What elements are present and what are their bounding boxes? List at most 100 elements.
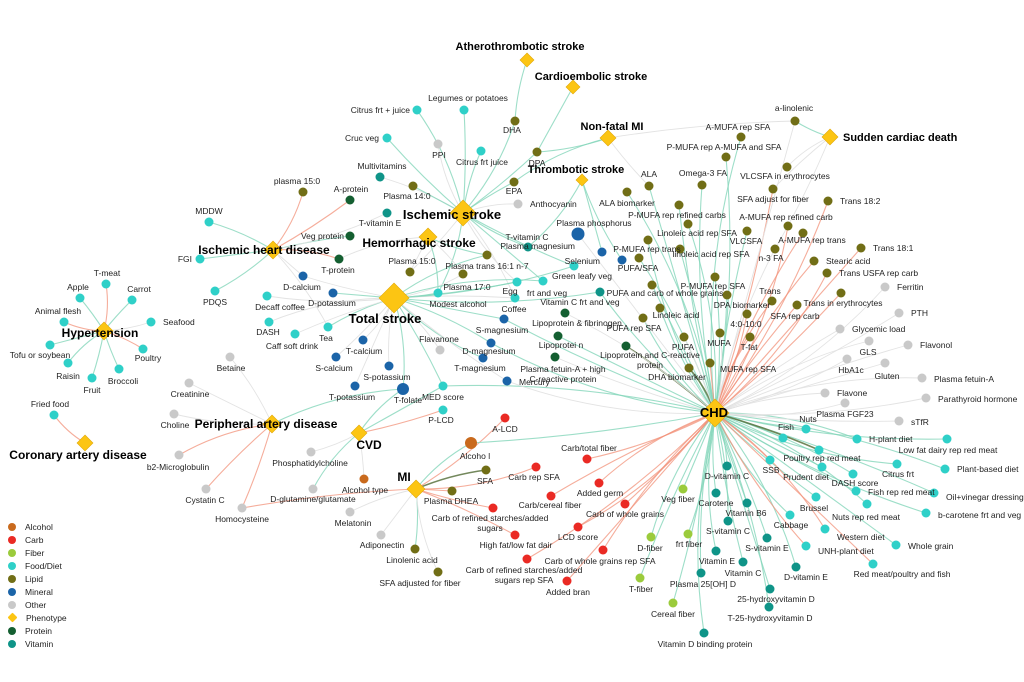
node-gls[interactable] [864, 336, 874, 346]
node-flavonol[interactable] [903, 340, 913, 350]
node-carb-rep-sfa[interactable] [531, 462, 541, 472]
phenotype-atherothrombotic-stroke[interactable] [519, 52, 535, 68]
node-multivitamins[interactable] [375, 172, 385, 182]
node-d-glutamine-glutamate[interactable] [308, 484, 318, 494]
node-t-magnesium[interactable] [478, 353, 488, 363]
node-linolenic-acid[interactable] [410, 544, 420, 554]
node-parathyroid-hormone[interactable] [921, 393, 931, 403]
node-omega-3-fa[interactable] [697, 180, 707, 190]
node-plasma-dhea[interactable] [447, 486, 457, 496]
node-stfr[interactable] [894, 416, 904, 426]
node-a-protein[interactable] [345, 195, 355, 205]
node-n-3-fa[interactable] [770, 244, 780, 254]
node-vitamin-e[interactable] [711, 546, 721, 556]
node-raisin[interactable] [63, 358, 73, 368]
node-tofu-or-soybean[interactable] [45, 340, 55, 350]
node-green-leafy-veg[interactable] [569, 261, 579, 271]
node-unh-plant-diet[interactable] [801, 541, 811, 551]
node-vitamin-c[interactable] [738, 557, 748, 567]
node-ferritin[interactable] [880, 282, 890, 292]
node-carb-of-refined-starches-added-sugars-rep-sfa[interactable] [522, 554, 532, 564]
node-dha-biomarker[interactable] [684, 363, 694, 373]
node-carotene[interactable] [711, 488, 721, 498]
node-citrus-frt-juice[interactable] [412, 105, 422, 115]
node-t-fat[interactable] [745, 332, 755, 342]
node-d-potassium[interactable] [328, 288, 338, 298]
node-lipoprotein-fibrinogen[interactable] [560, 308, 570, 318]
node-t-25-hydroxyvitamin-d[interactable] [764, 602, 774, 612]
node-trans[interactable] [767, 296, 777, 306]
node-ala-biomarker[interactable] [622, 187, 632, 197]
node-caff-soft-drink[interactable] [290, 329, 300, 339]
node-modest-alcohol[interactable] [433, 288, 443, 298]
node-t-vitamin-e[interactable] [382, 208, 392, 218]
node-p-mufa-rep-sfa[interactable] [710, 272, 720, 282]
node-lipoprotei-n[interactable] [553, 331, 563, 341]
node-cabbage[interactable] [785, 510, 795, 520]
node-sfa-adjust-for-fiber[interactable] [768, 184, 778, 194]
node-t-folate[interactable] [397, 383, 409, 395]
node-homocysteine[interactable] [237, 503, 247, 513]
node-carrot[interactable] [127, 295, 137, 305]
node-t-vitamin-c[interactable] [523, 242, 533, 252]
node-carb-total-fiber[interactable] [582, 454, 592, 464]
node-adiponectin[interactable] [376, 530, 386, 540]
node-vlcsfa-in-erythrocytes[interactable] [782, 162, 792, 172]
node-dpa-biomarker[interactable] [722, 290, 732, 300]
node-pufa-rep-sfa[interactable] [638, 313, 648, 323]
node-animal-flesh[interactable] [59, 317, 69, 327]
node-plasma-fgf23[interactable] [840, 398, 850, 408]
node-vitamin-d-binding-protein[interactable] [699, 628, 709, 638]
node-plasma-phosphorus[interactable] [571, 227, 585, 241]
phenotype-coronary-artery-disease[interactable] [76, 434, 94, 452]
phenotype-hypertension[interactable] [94, 321, 114, 341]
node-linoleic-acid-rep-sfa[interactable] [683, 219, 693, 229]
node-sfa[interactable] [481, 465, 491, 475]
node-coffee[interactable] [510, 293, 520, 303]
node-anthocyanin[interactable] [513, 199, 523, 209]
node-s-vitamin-c[interactable] [723, 516, 733, 526]
node-dpa[interactable] [532, 147, 542, 157]
node-dash[interactable] [264, 317, 274, 327]
node-poultry[interactable] [138, 344, 148, 354]
phenotype-thrombotic-stroke[interactable] [575, 173, 589, 187]
node-sfa-rep-carb[interactable] [792, 300, 802, 310]
node-pufa[interactable] [679, 332, 689, 342]
node-b2-microglobulin[interactable] [174, 450, 184, 460]
node-a-mufa-rep-trans[interactable] [798, 228, 808, 238]
node-ala[interactable] [644, 181, 654, 191]
node-a-mufa-rep-refined-carb[interactable] [783, 221, 793, 231]
node-selenium[interactable] [617, 255, 627, 265]
node-plasma-14-0[interactable] [408, 181, 418, 191]
node-cereal-fiber[interactable] [668, 598, 678, 608]
node-citrus-frt[interactable] [892, 459, 902, 469]
node-fried-food[interactable] [49, 410, 59, 420]
node-cruc-veg[interactable] [382, 133, 392, 143]
node-whole-grain[interactable] [891, 540, 901, 550]
node-trans-18-2[interactable] [823, 196, 833, 206]
node-seafood[interactable] [146, 317, 156, 327]
node-phosphatidylcholine[interactable] [306, 447, 316, 457]
node-choline[interactable] [169, 409, 179, 419]
node-plasma-15-0[interactable] [298, 187, 308, 197]
node-decaff-coffee[interactable] [262, 291, 272, 301]
node-veg-fiber[interactable] [678, 484, 688, 494]
node-s-potassium[interactable] [384, 361, 394, 371]
node-plasma-fetuin-a[interactable] [917, 373, 927, 383]
node-t-calcium[interactable] [358, 335, 368, 345]
node-d-calcium[interactable] [298, 271, 308, 281]
node-tea[interactable] [323, 322, 333, 332]
node-fruit[interactable] [87, 373, 97, 383]
node-hba1c[interactable] [842, 354, 852, 364]
node-d-magnesium[interactable] [486, 338, 496, 348]
node-brussel[interactable] [811, 492, 821, 502]
node-linoleic-acid[interactable] [655, 303, 665, 313]
node-stearic-acid[interactable] [809, 256, 819, 266]
node-vlcsfa[interactable] [742, 226, 752, 236]
node-p-lcd[interactable] [438, 405, 448, 415]
node-ssb[interactable] [765, 455, 775, 465]
node-plasma-magnesium[interactable] [597, 247, 607, 257]
node-alcohol-type[interactable] [359, 474, 369, 484]
phenotype-cvd[interactable] [350, 424, 368, 442]
node-carb-of-whole-grains-rep-sfa[interactable] [598, 545, 608, 555]
